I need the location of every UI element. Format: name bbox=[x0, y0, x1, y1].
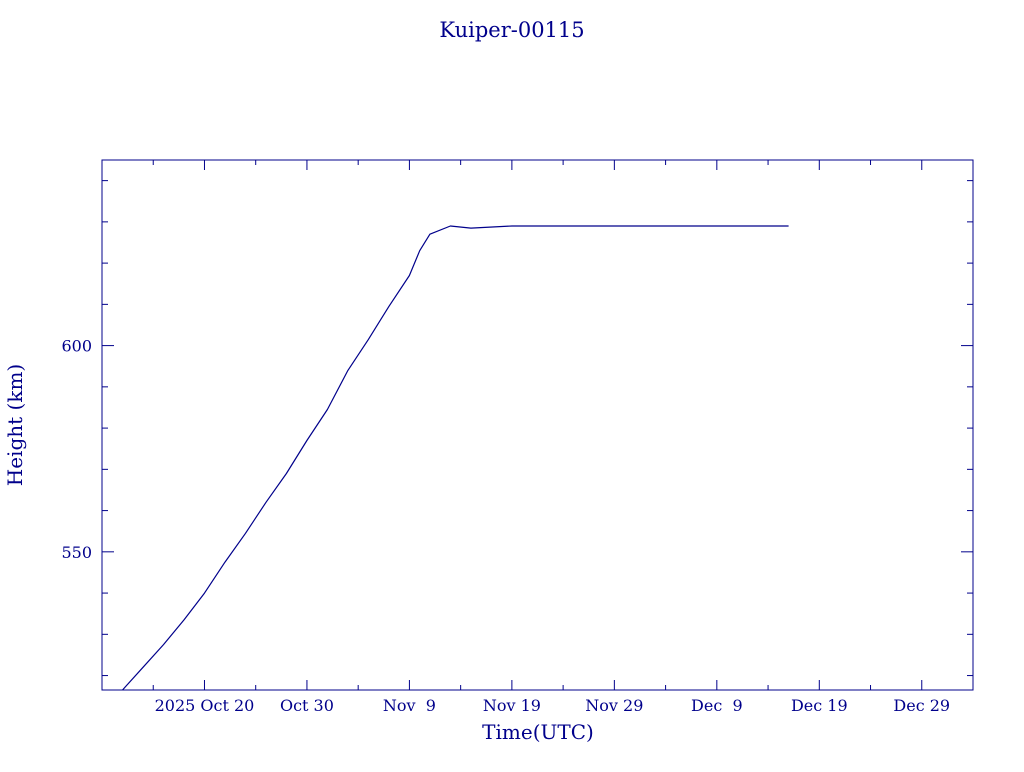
plot-frame bbox=[101, 159, 974, 691]
y-tick-label: 600 bbox=[61, 337, 92, 356]
x-tick-label: Dec 19 bbox=[791, 696, 848, 715]
x-tick-label: 2025 Oct 20 bbox=[155, 696, 255, 715]
x-tick-label: Nov 9 bbox=[383, 696, 436, 715]
y-tick-label: 550 bbox=[61, 543, 92, 562]
axis-tick-labels: 2025 Oct 20 Oct 30 Nov 9 Nov 19 Nov 29 Dec 9 D… bbox=[61, 337, 950, 715]
x-tick-label: Dec 29 bbox=[893, 696, 950, 715]
x-axis-label: Time(UTC) bbox=[482, 720, 594, 744]
axis-ticks bbox=[101, 160, 974, 690]
height-series-line bbox=[122, 225, 789, 691]
y-axis-label: Height (km) bbox=[3, 364, 27, 486]
chart-title: Kuiper-00115 bbox=[439, 18, 584, 42]
series-layer bbox=[122, 225, 789, 691]
x-tick-label: Dec 9 bbox=[691, 696, 743, 715]
x-tick-label: Nov 29 bbox=[585, 696, 643, 715]
x-tick-label: Oct 30 bbox=[280, 696, 334, 715]
x-tick-label: Nov 19 bbox=[483, 696, 541, 715]
